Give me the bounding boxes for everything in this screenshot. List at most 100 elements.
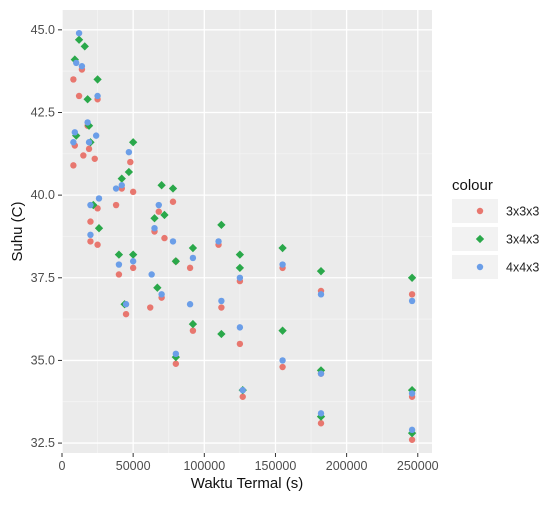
legend: colour 3x3x3 3x4x3 4x4x3 (452, 177, 539, 279)
data-point (408, 436, 416, 443)
data-point (158, 291, 165, 298)
y-tick-label: 32.5 (31, 436, 55, 450)
data-point (75, 92, 83, 100)
data-point (151, 224, 158, 232)
data-point (407, 429, 417, 438)
minor-gridlines (62, 10, 432, 453)
data-point (153, 283, 162, 292)
data-point (94, 241, 101, 248)
data-point (94, 205, 101, 212)
x-tick-label: 250000 (397, 459, 439, 473)
data-point (87, 218, 94, 225)
data-point (408, 390, 416, 397)
data-point (189, 327, 197, 334)
data-point (118, 182, 125, 189)
data-point (236, 340, 244, 348)
data-point (217, 329, 226, 339)
data-point (186, 264, 194, 272)
x-tick-label: 50000 (116, 459, 151, 473)
data-point (239, 386, 246, 394)
data-point (92, 132, 100, 139)
plot-panel (61, 10, 432, 453)
data-point (129, 258, 137, 265)
legend-label: 3x3x3 (506, 205, 539, 219)
data-points (70, 29, 417, 443)
data-point (168, 184, 178, 193)
data-point (129, 264, 137, 272)
data-point (218, 304, 225, 311)
legend-label: 3x4x3 (506, 233, 539, 247)
data-point (80, 42, 89, 51)
legend-key-3x4x3 (475, 234, 485, 244)
data-point (235, 263, 245, 273)
data-point (218, 297, 225, 305)
y-tick-label: 35.0 (31, 353, 55, 367)
data-point (171, 257, 181, 266)
data-point (155, 208, 162, 215)
legend-key-background (452, 227, 498, 251)
x-tick-label: 200000 (326, 459, 368, 473)
data-point (236, 324, 244, 331)
legend-key-4x4x3 (476, 263, 484, 271)
data-point (279, 363, 286, 371)
data-point (172, 360, 180, 367)
data-point (127, 158, 134, 166)
data-point (155, 201, 162, 209)
data-point (188, 243, 198, 253)
data-point (317, 291, 325, 298)
data-point (147, 304, 154, 311)
data-point (169, 198, 177, 205)
data-point (80, 152, 87, 159)
major-gridlines (61, 10, 432, 453)
legend-key-3x3x3 (476, 207, 484, 215)
data-point (74, 35, 84, 44)
data-point (169, 238, 177, 245)
data-point (70, 76, 77, 83)
data-point (279, 357, 286, 364)
data-point (122, 301, 130, 308)
data-point (94, 224, 104, 233)
data-point (157, 181, 166, 190)
data-point (407, 273, 417, 282)
data-point (239, 393, 246, 400)
data-point (112, 201, 120, 209)
data-point (317, 420, 325, 427)
data-point (408, 426, 416, 434)
data-point (87, 201, 94, 209)
data-point (217, 220, 226, 230)
data-point (408, 297, 416, 305)
data-point (407, 386, 417, 395)
data-point (408, 291, 416, 298)
legend-title: colour (452, 177, 493, 194)
data-point (215, 238, 222, 245)
data-point (78, 63, 86, 70)
axes: 0 50000 100000 150000 200000 250000 32.5 35.0 37… (31, 23, 439, 473)
data-point (75, 29, 83, 37)
data-point (188, 319, 198, 329)
data-point (115, 271, 123, 278)
data-point (278, 326, 287, 335)
x-tick-label: 150000 (255, 459, 297, 473)
data-point (150, 214, 159, 223)
x-tick-label: 0 (59, 459, 66, 473)
data-point (87, 231, 94, 239)
x-axis-title: Waktu Termal (s) (191, 475, 304, 492)
data-point (91, 155, 98, 162)
data-point (71, 129, 79, 136)
data-point (316, 267, 326, 276)
data-point (114, 250, 124, 259)
data-point (112, 185, 120, 192)
data-point (160, 210, 169, 220)
data-point (117, 174, 126, 183)
y-axis-title: Suhu (C) (9, 201, 26, 261)
data-point (93, 75, 102, 84)
y-tick-label: 42.5 (31, 105, 55, 119)
y-tick-label: 45.0 (31, 23, 55, 37)
data-point (124, 167, 134, 177)
series-4x4x3 (70, 29, 416, 434)
data-point (186, 301, 194, 308)
data-point (317, 370, 325, 377)
data-point (236, 274, 244, 281)
data-point (122, 310, 130, 318)
